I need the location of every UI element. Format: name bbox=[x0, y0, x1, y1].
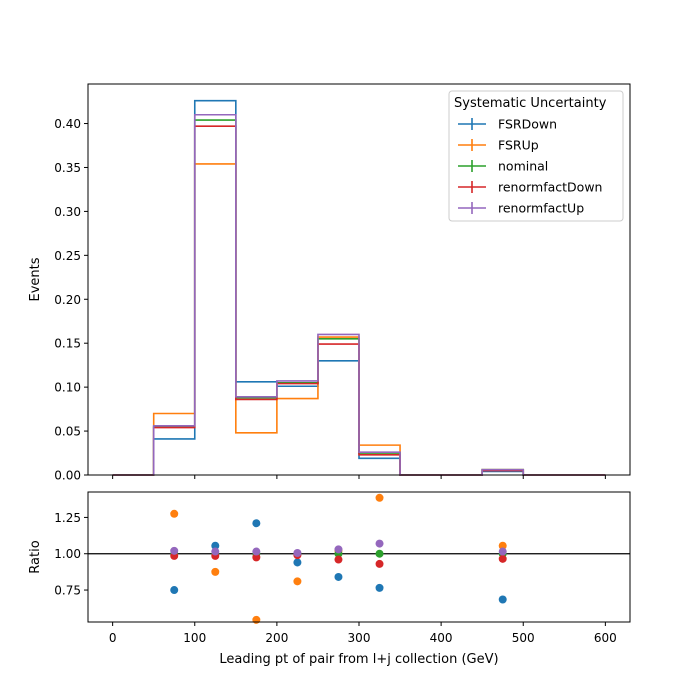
histogram-step-renormfactup bbox=[112, 113, 606, 476]
ratio-x-tick-label: 400 bbox=[430, 631, 453, 645]
main-y-tick-label: 0.25 bbox=[54, 249, 81, 263]
ratio-point-nominal bbox=[375, 549, 384, 558]
ratio-y-tick-label: 1.00 bbox=[54, 547, 81, 561]
ratio-x-axis-ticks: 0 100 200 300 400 500 600 bbox=[109, 622, 617, 645]
ratio-point-renormfactup bbox=[375, 539, 384, 548]
ratio-point-fsrdown bbox=[293, 558, 302, 567]
ratio-point-fsrup bbox=[252, 615, 261, 624]
ratio-x-tick-label: 0 bbox=[109, 631, 117, 645]
ratio-point-fsrdown bbox=[170, 586, 179, 595]
ratio-point-renormfactdown bbox=[498, 554, 507, 563]
main-y-tick-label: 0.00 bbox=[54, 469, 81, 483]
legend-entries: FSRDown FSRUp nominal renormfactDown renormf… bbox=[458, 117, 602, 216]
main-y-tick-label: 0.10 bbox=[54, 381, 81, 395]
legend-entry-renormfactdown: renormfactDown bbox=[458, 180, 602, 195]
ratio-point-renormfactup bbox=[252, 547, 261, 556]
main-y-axis-label: Events bbox=[28, 257, 43, 301]
main-y-tick-label: 0.30 bbox=[54, 205, 81, 219]
ratio-point-renormfactup bbox=[293, 549, 302, 558]
main-y-tick-label: 0.05 bbox=[54, 425, 81, 439]
ratio-y-tick-label: 0.75 bbox=[54, 584, 81, 598]
ratio-y-tick-label: 1.25 bbox=[54, 511, 81, 525]
ratio-point-renormfactup bbox=[498, 547, 507, 556]
ratio-point-fsrup bbox=[211, 567, 220, 576]
main-plot-frame bbox=[87, 83, 631, 476]
ratio-point-fsrdown bbox=[334, 572, 343, 581]
legend-entry-fsrdown: FSRDown bbox=[458, 117, 557, 132]
main-y-tick-label: 0.40 bbox=[54, 117, 81, 131]
legend-label-renormfactup: renormfactUp bbox=[498, 201, 584, 216]
legend-entry-nominal: nominal bbox=[458, 159, 548, 174]
ratio-point-renormfactdown bbox=[375, 559, 384, 568]
ratio-point-fsrup bbox=[293, 577, 302, 586]
main-y-tick-label: 0.20 bbox=[54, 293, 81, 307]
main-y-tick-label: 0.15 bbox=[54, 337, 81, 351]
ratio-point-fsrdown bbox=[211, 541, 220, 550]
ratio-y-axis-label: Ratio bbox=[28, 540, 43, 573]
legend-box bbox=[448, 90, 624, 222]
main-x-axis-ticks bbox=[112, 475, 606, 479]
ratio-point-renormfactup bbox=[334, 545, 343, 554]
histogram-series-group bbox=[112, 99, 606, 476]
ratio-plot-frame bbox=[87, 491, 631, 623]
x-axis-label: Leading pt of pair from l+j collection (… bbox=[219, 652, 498, 667]
ratio-y-axis-ticks: 0.75 1.00 1.25 bbox=[54, 511, 88, 598]
ratio-point-fsrup bbox=[498, 541, 507, 550]
legend-label-fsrup: FSRUp bbox=[498, 138, 539, 153]
ratio-point-fsrdown bbox=[375, 583, 384, 592]
main-y-axis-ticks: 0.00 0.05 0.10 0.15 0.20 0.25 0.30 0.35 0.40 bbox=[54, 117, 88, 483]
ratio-point-fsrdown bbox=[252, 519, 261, 528]
legend: Systematic Uncertainty FSRDown FSRUp nomin… bbox=[448, 90, 624, 222]
ratio-point-renormfactup bbox=[170, 546, 179, 555]
ratio-point-renormfactup bbox=[211, 547, 220, 556]
legend-entry-renormfactup: renormfactUp bbox=[458, 201, 584, 216]
ratio-x-tick-label: 200 bbox=[265, 631, 288, 645]
main-histogram-panel: 0.00 0.05 0.10 0.15 0.20 0.25 0.30 0.35 0.40 Eve… bbox=[28, 83, 631, 483]
legend-label-renormfactdown: renormfactDown bbox=[498, 180, 602, 195]
legend-label-fsrdown: FSRDown bbox=[498, 117, 557, 132]
ratio-panel: 0.75 1.00 1.25 0 100 200 300 400 500 600 Ratio L… bbox=[28, 491, 631, 667]
ratio-point-renormfactdown bbox=[252, 553, 261, 562]
ratio-point-fsrup bbox=[170, 509, 179, 518]
ratio-point-fsrdown bbox=[498, 595, 507, 604]
ratio-x-tick-label: 600 bbox=[594, 631, 617, 645]
ratio-x-tick-label: 500 bbox=[512, 631, 535, 645]
legend-entry-fsrup: FSRUp bbox=[458, 138, 539, 153]
ratio-x-tick-label: 300 bbox=[348, 631, 371, 645]
legend-title: Systematic Uncertainty bbox=[454, 96, 607, 111]
ratio-point-renormfactdown bbox=[334, 555, 343, 564]
main-y-tick-label: 0.35 bbox=[54, 161, 81, 175]
ratio-point-fsrup bbox=[375, 493, 384, 502]
ratio-x-tick-label: 100 bbox=[183, 631, 206, 645]
legend-label-nominal: nominal bbox=[498, 159, 548, 174]
ratio-series-group bbox=[170, 493, 507, 624]
